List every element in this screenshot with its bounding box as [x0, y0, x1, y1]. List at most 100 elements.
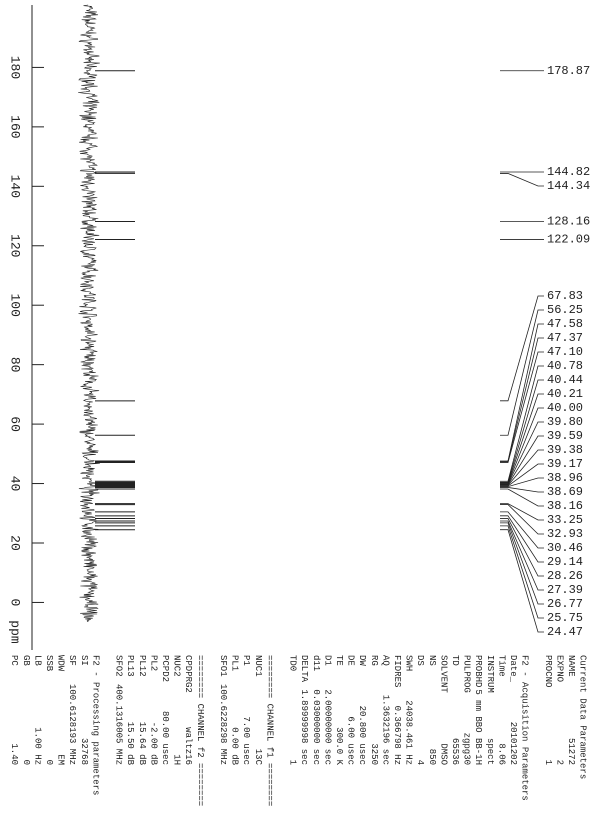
param-value: 2.00000000 sec [322, 689, 332, 765]
param-value: 1 [543, 760, 553, 765]
param-value: 850 [427, 749, 437, 765]
param-key: PROBHD [473, 655, 483, 687]
peak-label: 56.25 [547, 303, 583, 317]
tick-label: 100 [8, 294, 23, 317]
param-value: 400.1316005 MHz [114, 684, 124, 765]
peak-label: 67.83 [547, 289, 583, 303]
peak-label: 40.78 [547, 359, 583, 373]
param-key: EXPNO [554, 655, 564, 682]
peak-leader [500, 393, 544, 484]
peak-label: 40.21 [547, 387, 583, 401]
peak-leader [500, 323, 544, 462]
tick-label: 80 [8, 357, 23, 373]
param-key: RG [369, 655, 379, 666]
param-key: AQ [380, 655, 390, 666]
param-value: 32768 [79, 738, 89, 765]
peak-label: 40.44 [547, 373, 583, 387]
param-key: SF [67, 655, 77, 666]
peak-leader [500, 504, 544, 535]
param-key: PC [9, 655, 19, 666]
peak-leader [500, 173, 544, 187]
peak-leader [500, 435, 544, 486]
param-value: 15.50 dB [125, 722, 135, 766]
param-value: 100.6228298 MHz [218, 684, 228, 765]
param-key: d11 [311, 655, 321, 671]
param-key: DS [415, 655, 425, 666]
peak-leader [500, 365, 544, 482]
param-value: 100.6128193 MHz [67, 684, 77, 765]
peak-leader [500, 503, 544, 521]
param-key: INSTRUM [485, 655, 495, 693]
peak-leader [500, 379, 544, 483]
peak-label: 47.10 [547, 345, 583, 359]
param-title: F2 - Processing parameters [90, 655, 100, 795]
param-value: 15.64 dB [137, 722, 147, 766]
param-key: WDW [56, 655, 66, 672]
param-key: P1 [241, 655, 251, 666]
param-value: 7.00 usec [241, 716, 251, 765]
param-key: DE [346, 655, 356, 666]
param-key: TE [334, 655, 344, 666]
param-key: SI [79, 655, 89, 666]
peak-label: 24.47 [547, 625, 583, 639]
param-value: 2 [554, 760, 564, 765]
param-value: zgpg30 [462, 733, 472, 765]
peak-label: 39.17 [547, 457, 583, 471]
param-key: PL2 [148, 655, 158, 671]
peak-label: 30.46 [547, 541, 583, 555]
param-key: PULPROG [462, 655, 472, 693]
peak-label: 26.77 [547, 597, 583, 611]
param-value: 13C [253, 749, 263, 766]
param-key: SFO1 [218, 655, 228, 677]
param-value: 20101202 [508, 722, 518, 765]
param-key: DELTA [299, 655, 309, 683]
param-key: SOLVENT [438, 655, 448, 693]
peak-leader [500, 337, 544, 463]
param-value: 1.89999998 sec [299, 689, 309, 765]
param-value: 300.0 K [334, 727, 344, 765]
peak-leader [500, 295, 544, 402]
param-value: 0.366798 Hz [392, 706, 402, 765]
param-key: GB [21, 655, 31, 666]
param-key: D1 [322, 655, 332, 666]
param-key: TD0 [288, 655, 298, 671]
peak-label: 38.69 [547, 485, 583, 499]
tick-label: 0 [8, 599, 23, 607]
param-value: 20.800 usec [357, 706, 367, 765]
param-value: 80.00 usec [160, 711, 170, 765]
peak-label: 122.09 [547, 233, 590, 247]
param-value: 1.40 [9, 743, 19, 765]
param-key: Time [496, 655, 506, 677]
param-value: 0.03000000 sec [311, 689, 321, 765]
peak-leader [500, 515, 544, 563]
param-value: waltz16 [183, 727, 193, 765]
peak-label: 40.00 [547, 401, 583, 415]
peak-label: 144.82 [547, 165, 590, 179]
peak-label: 39.59 [547, 429, 583, 443]
peak-label: 38.16 [547, 499, 583, 513]
param-value: 24038.461 Hz [404, 700, 414, 765]
axis-label: ppm [8, 620, 23, 644]
param-value: 3250 [369, 743, 379, 765]
param-key: NAME [566, 655, 576, 677]
peak-label: 39.38 [547, 443, 583, 457]
param-title: F2 - Acquisition Parameters [520, 655, 530, 801]
tick-label: 160 [8, 115, 23, 138]
param-key: NUC2 [172, 655, 182, 677]
param-key: PROCNO [543, 655, 553, 687]
peak-label: 144.34 [547, 179, 590, 193]
peak-label: 39.80 [547, 415, 583, 429]
param-key: NS [427, 655, 437, 666]
tick-label: 60 [8, 416, 23, 432]
param-value: 0.00 dB [230, 727, 240, 765]
param-value: EM [56, 754, 66, 765]
peak-leader [500, 309, 544, 436]
param-key: SFO2 [114, 655, 124, 677]
param-value: 1.3632196 sec [380, 695, 390, 765]
peak-leader [500, 529, 544, 633]
param-key: SWH [404, 655, 414, 671]
tick-label: 40 [8, 476, 23, 492]
param-title: ======== CHANNEL f1 ======== [264, 655, 274, 806]
param-value: 4 [415, 760, 425, 765]
